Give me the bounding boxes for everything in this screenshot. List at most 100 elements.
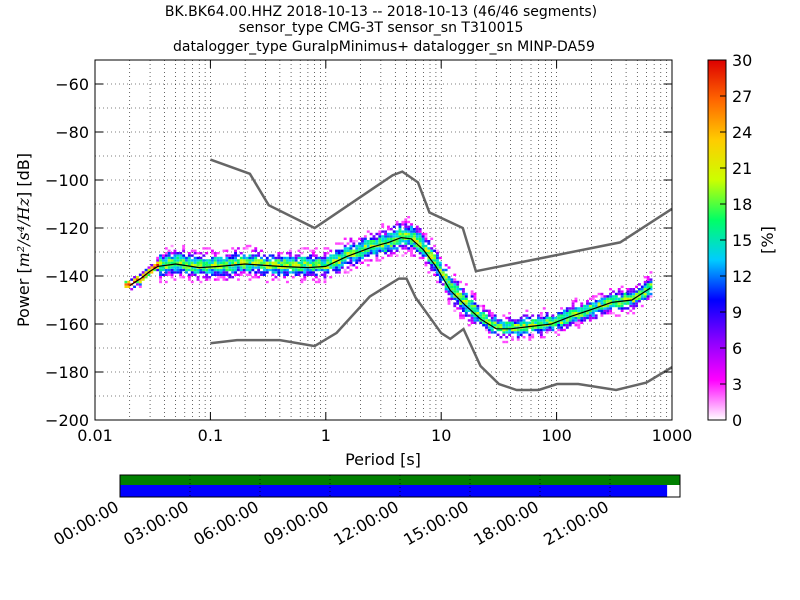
psd-density-cell	[286, 266, 289, 269]
psd-density-cell	[637, 295, 641, 298]
psd-density-cell	[606, 312, 610, 315]
psd-density-cell	[456, 297, 460, 300]
y-tick-label: −60	[55, 75, 89, 94]
psd-density-cell	[176, 261, 180, 264]
psd-density-cell	[470, 307, 474, 310]
psd-density-cell	[430, 254, 434, 257]
psd-density-cell	[179, 252, 183, 255]
psd-density-cell	[519, 328, 523, 332]
psd-density-cell	[453, 292, 457, 296]
psd-density-cell	[424, 237, 428, 240]
psd-density-cell	[591, 314, 595, 317]
psd-density-cell	[199, 268, 203, 272]
psd-density-cell	[392, 247, 396, 250]
psd-density-cell	[208, 259, 212, 262]
psd-density-cell	[392, 225, 396, 228]
psd-density-cell	[277, 271, 281, 274]
psd-density-cell	[386, 240, 390, 243]
psd-density-cell	[467, 319, 471, 322]
psd-density-cell	[202, 271, 206, 274]
psd-density-cell	[476, 312, 480, 315]
psd-density-cell	[551, 328, 555, 332]
psd-density-cell	[649, 288, 653, 291]
psd-density-cell	[378, 247, 382, 250]
psd-density-cell	[268, 268, 272, 272]
psd-density-cell	[626, 288, 630, 291]
psd-density-cell	[343, 254, 347, 257]
psd-density-cell	[173, 259, 177, 262]
psd-density-cell	[369, 252, 373, 255]
psd-density-cell	[260, 271, 263, 274]
psd-density-cell	[124, 285, 128, 288]
psd-density-cell	[459, 302, 463, 305]
psd-density-cell	[418, 242, 422, 245]
psd-density-cell	[453, 304, 457, 308]
psd-density-cell	[268, 254, 272, 257]
psd-density-cell	[427, 271, 431, 274]
psd-density-cell	[410, 225, 413, 228]
psd-density-cell	[182, 254, 186, 257]
psd-density-cell	[560, 307, 563, 310]
psd-density-cell	[352, 249, 356, 252]
psd-density-cell	[580, 307, 584, 310]
psd-density-cell	[404, 228, 408, 231]
psd-density-cell	[378, 244, 382, 248]
psd-density-cell	[571, 302, 575, 305]
psd-density-cell	[614, 297, 618, 300]
psd-density-cell	[159, 273, 162, 276]
psd-density-cell	[335, 242, 338, 245]
psd-density-cell	[453, 297, 457, 300]
psd-density-cell	[300, 247, 304, 250]
psd-density-cell	[513, 319, 517, 322]
psd-density-cell	[196, 256, 200, 260]
psd-density-cell	[346, 249, 350, 252]
psd-density-cell	[205, 268, 209, 272]
psd-density-cell	[626, 297, 630, 300]
psd-density-cell	[594, 316, 598, 320]
psd-density-cell	[225, 273, 229, 276]
psd-density-cell	[577, 309, 581, 312]
psd-density-cell	[317, 266, 321, 269]
psd-density-cell	[187, 268, 191, 272]
psd-density-cell	[300, 264, 304, 267]
psd-density-cell	[617, 290, 621, 293]
psd-density-cell	[271, 266, 275, 269]
psd-density-cell	[363, 247, 367, 250]
psd-density-cell	[392, 235, 396, 238]
psd-density-cell	[632, 290, 636, 293]
psd-density-cell	[438, 276, 442, 279]
psd-density-cell	[196, 276, 200, 279]
psd-density-cell	[222, 271, 226, 274]
psd-density-cell	[179, 256, 183, 260]
psd-density-cell	[141, 273, 145, 276]
psd-density-cell	[358, 249, 362, 252]
psd-density-cell	[300, 280, 304, 284]
psd-density-cell	[447, 278, 451, 281]
psd-density-cell	[248, 259, 252, 262]
psd-density-cell	[516, 336, 520, 339]
psd-density-cell	[386, 228, 390, 231]
psd-density-cell	[531, 319, 535, 322]
psd-density-cell	[493, 324, 497, 327]
psd-density-cell	[588, 319, 592, 322]
psd-density-cell	[620, 292, 624, 296]
psd-density-cell	[537, 319, 540, 322]
psd-density-cell	[603, 300, 607, 303]
psd-density-cell	[190, 280, 194, 284]
psd-density-cell	[462, 292, 465, 296]
psd-density-cell	[407, 247, 411, 250]
psd-density-cell	[320, 264, 324, 267]
psd-density-cell	[464, 297, 468, 300]
psd-density-cell	[167, 256, 171, 260]
psd-density-cell	[271, 268, 275, 272]
psd-density-cell	[369, 249, 373, 252]
coverage-time-label: 15:00:00	[400, 497, 472, 549]
psd-density-cell	[462, 297, 465, 300]
psd-density-cell	[337, 249, 341, 252]
psd-density-cell	[127, 283, 131, 286]
psd-density-cell	[637, 300, 641, 303]
psd-density-cell	[361, 256, 364, 260]
psd-density-cell	[525, 309, 529, 312]
psd-density-cell	[505, 324, 509, 327]
psd-density-cell	[534, 319, 538, 322]
